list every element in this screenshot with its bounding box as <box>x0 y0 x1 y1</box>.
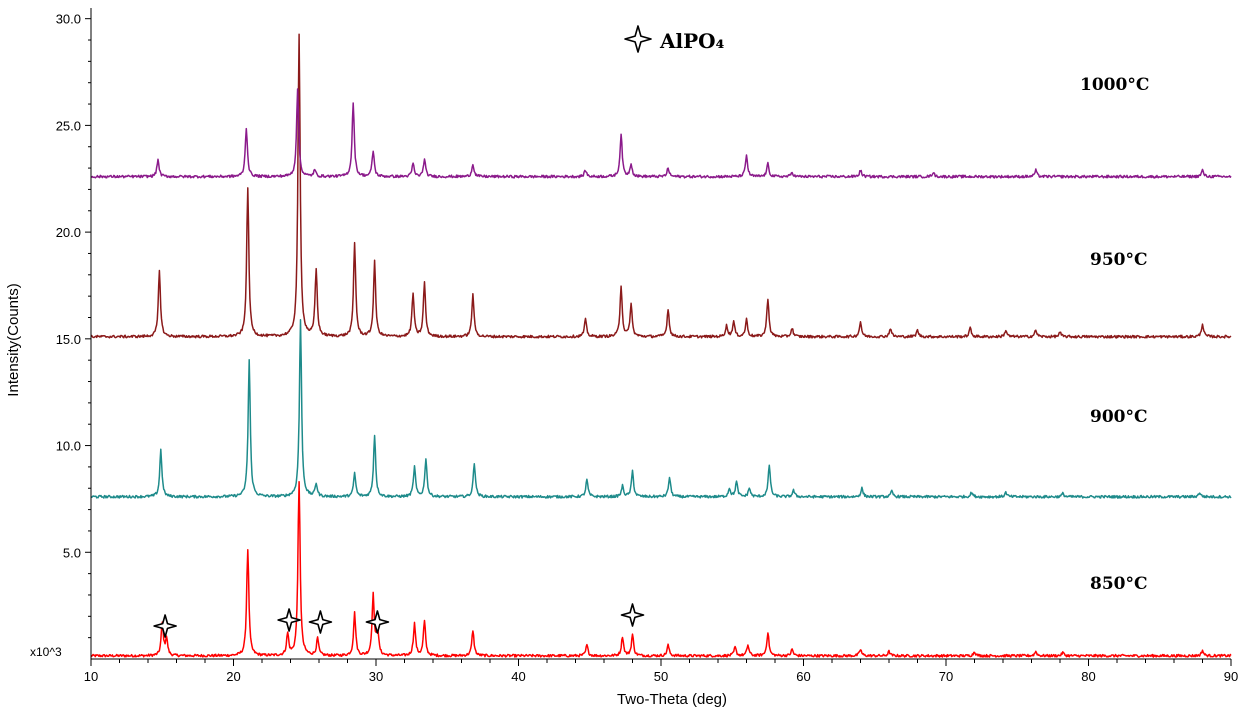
series-label-850: 850°C <box>1090 574 1148 594</box>
x-tick-label: 80 <box>1081 669 1095 684</box>
x-tick-label: 40 <box>511 669 525 684</box>
y-axis-title: Intensity(Counts) <box>5 283 22 396</box>
y-tick-label: 30.0 <box>56 12 81 27</box>
alpo4-peak-marker <box>365 610 390 634</box>
series-line-3 <box>90 88 1232 179</box>
x-tick-label: 30 <box>369 669 383 684</box>
series-line-0 <box>90 480 1232 658</box>
x-tick-label: 50 <box>654 669 668 684</box>
series-line-2 <box>90 33 1232 339</box>
y-tick-label: 25.0 <box>56 118 81 133</box>
x-tick-label: 70 <box>939 669 953 684</box>
alpo4-peak-marker <box>277 608 301 632</box>
alpo4-peak-marker <box>153 614 177 638</box>
axes-layer: 10 20 30 40 50 60 70 80 90 5.0 10.0 15.0 20.0 25.0 30.… <box>56 8 1238 684</box>
y-tick-label: 10.0 <box>56 439 81 454</box>
y-tick-label: 5.0 <box>63 545 81 560</box>
series-layer <box>90 33 1232 658</box>
x-tick-label: 10 <box>84 669 98 684</box>
y-tick-label: 20.0 <box>56 225 81 240</box>
x-tick-label: 90 <box>1224 669 1238 684</box>
series-label-1000: 1000°C <box>1080 75 1149 95</box>
alpo4-peak-marker <box>620 603 645 627</box>
series-label-950: 950°C <box>1090 250 1148 270</box>
text-layer: Two-Theta (deg) Intensity(Counts) x10^3 … <box>5 29 1149 708</box>
x-tick-label: 20 <box>226 669 240 684</box>
legend-star-marker <box>624 25 652 53</box>
alpo4-peak-marker <box>308 610 333 634</box>
y-tick-label: 15.0 <box>56 332 81 347</box>
series-label-900: 900°C <box>1090 407 1148 427</box>
y-multiplier-label: x10^3 <box>30 645 62 659</box>
x-tick-label: 60 <box>796 669 810 684</box>
marker-layer <box>153 25 652 638</box>
series-line-1 <box>90 319 1232 499</box>
legend-label: AlPO₄ <box>659 29 725 53</box>
x-axis-title: Two-Theta (deg) <box>617 691 727 708</box>
